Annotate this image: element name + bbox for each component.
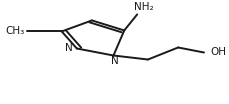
Text: NH₂: NH₂	[134, 2, 153, 12]
Text: OH: OH	[210, 48, 226, 58]
Text: N: N	[111, 56, 118, 66]
Text: N: N	[65, 43, 73, 53]
Text: CH₃: CH₃	[6, 26, 25, 36]
